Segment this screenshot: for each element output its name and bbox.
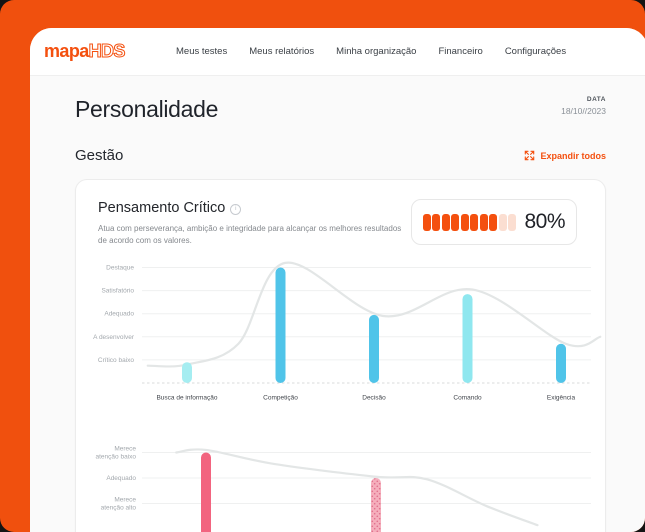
section-title: Gestão <box>75 147 124 164</box>
svg-text:Adequado: Adequado <box>106 475 136 482</box>
date-block: DATA 18/10//2023 <box>561 96 606 116</box>
competency-panel: Pensamento Crítico i Atua com perseveranç… <box>75 179 606 532</box>
svg-text:Crítico baixo: Crítico baixo <box>98 357 135 364</box>
score-segment <box>451 213 460 231</box>
svg-text:Busca de informação: Busca de informação <box>156 395 217 402</box>
svg-text:Exigência: Exigência <box>547 395 576 402</box>
score-segment <box>479 213 488 231</box>
section-row: Gestão Expandir todos <box>75 147 606 164</box>
nav-item-1[interactable]: Meus relatórios <box>249 46 315 57</box>
score-segment <box>498 213 507 231</box>
info-icon[interactable]: i <box>230 203 242 215</box>
panel-title: Pensamento Crítico <box>98 200 226 216</box>
nav-item-2[interactable]: Minha organização <box>336 46 417 57</box>
score-segment <box>432 213 441 231</box>
score-segment <box>489 213 498 231</box>
svg-text:Decisão: Decisão <box>362 395 386 402</box>
score-segment <box>441 213 450 231</box>
panel-description: Atua com perseverança, ambição e integri… <box>98 224 402 246</box>
nav-item-4[interactable]: Configurações <box>504 46 567 57</box>
svg-text:Destaque: Destaque <box>106 265 134 272</box>
top-navbar: mapaHDS Meus testes Meus relatórios Minha … <box>30 28 645 76</box>
svg-text:Adequado: Adequado <box>104 311 134 318</box>
page-content: Personalidade DATA 18/10//2023 Gestão Ex… <box>30 76 645 532</box>
panel-header: Pensamento Crítico i Atua com perseveranç… <box>76 180 605 248</box>
expand-all-button[interactable]: Expandir todos <box>524 150 606 161</box>
svg-text:Satisfatório: Satisfatório <box>101 288 134 295</box>
nav-item-0[interactable]: Meus testes <box>176 46 228 57</box>
score-box: 80% <box>410 199 577 245</box>
expand-all-label: Expandir todos <box>540 150 606 161</box>
nav-item-3[interactable]: Financeiro <box>438 46 483 57</box>
brand-logo[interactable]: mapaHDS <box>44 41 162 62</box>
score-value: 80% <box>524 210 565 233</box>
score-segment <box>508 213 517 231</box>
main-card: mapaHDS Meus testes Meus relatórios Minha … <box>30 28 645 532</box>
svg-text:A desenvolver: A desenvolver <box>93 334 135 341</box>
expand-icon <box>525 150 535 161</box>
panel-title-block: Pensamento Crítico i Atua com perseveranç… <box>98 199 411 248</box>
page-header: Personalidade DATA 18/10//2023 <box>75 90 606 123</box>
score-segments <box>422 213 517 231</box>
main-nav: Meus testes Meus relatórios Minha organiza… <box>176 46 566 57</box>
brand-logo-solid: mapa <box>44 41 89 61</box>
brand-logo-outline: HDS <box>88 41 126 62</box>
score-segment <box>422 213 431 231</box>
date-label: DATA <box>586 96 606 103</box>
score-segment <box>460 213 469 231</box>
svg-text:Competição: Competição <box>263 395 298 402</box>
score-segment <box>470 213 479 231</box>
page-title: Personalidade <box>75 96 219 122</box>
svg-text:Comando: Comando <box>453 395 482 402</box>
date-value: 18/10//2023 <box>561 106 606 116</box>
